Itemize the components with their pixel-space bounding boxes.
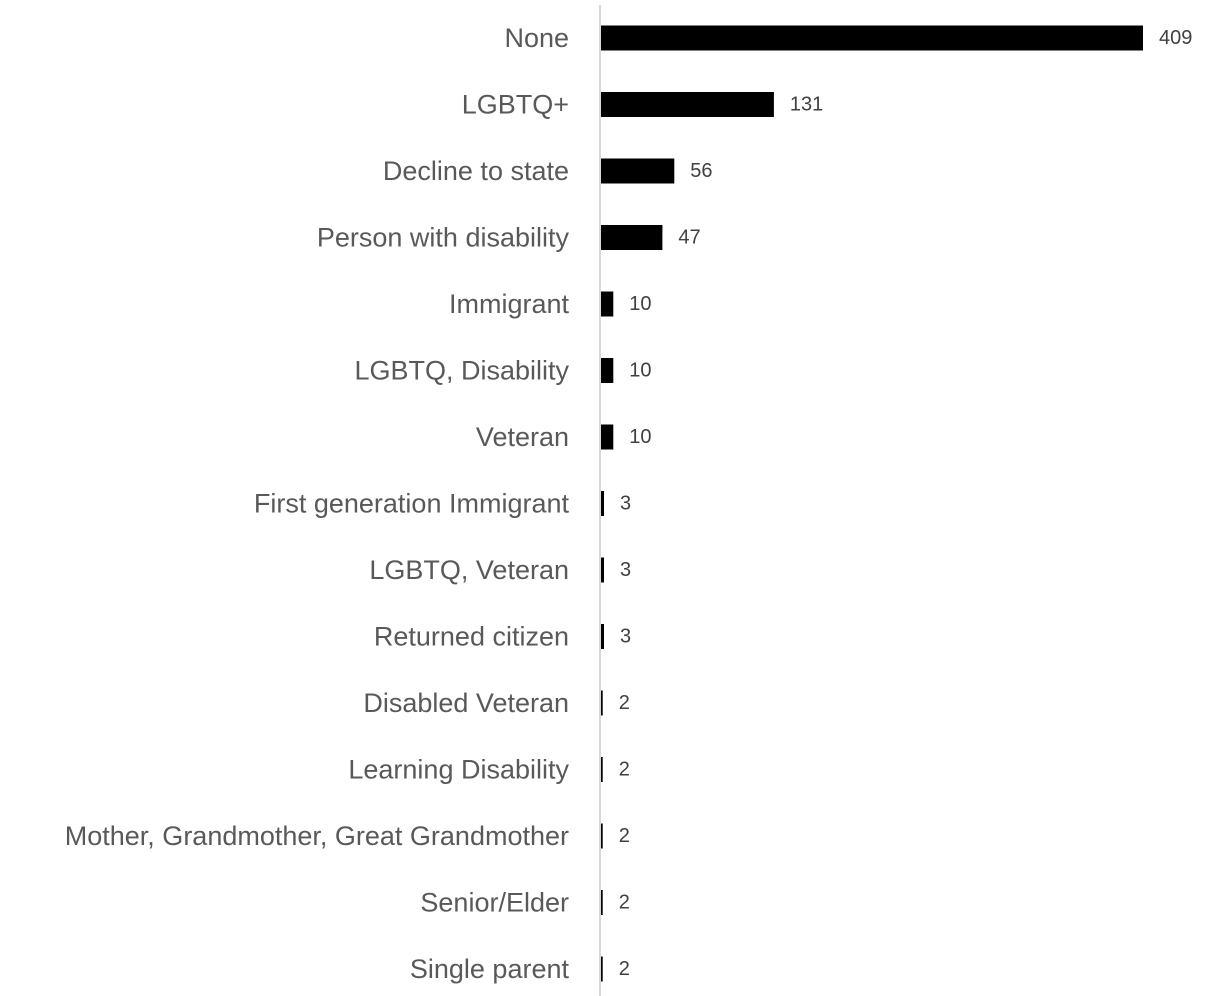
category-label: Single parent [410, 954, 570, 984]
category-label: LGBTQ, Veteran [369, 555, 569, 585]
data-label: 3 [620, 559, 631, 581]
bar [600, 491, 604, 516]
category-label: Decline to state [383, 156, 569, 186]
bar [600, 890, 603, 915]
bar [600, 358, 614, 383]
data-label: 3 [620, 493, 631, 515]
category-label: Disabled Veteran [363, 688, 569, 718]
data-label: 2 [619, 692, 630, 714]
category-label: Mother, Grandmother, Great Grandmother [65, 821, 569, 851]
data-label: 2 [619, 759, 630, 781]
category-label: Person with disability [317, 223, 570, 253]
category-label: Learning Disability [348, 755, 569, 785]
bar [600, 956, 603, 982]
bar [600, 92, 774, 117]
data-label: 2 [619, 958, 630, 980]
category-label: None [504, 23, 569, 53]
data-label: 56 [690, 160, 712, 182]
bar [600, 624, 604, 649]
bars-layer [600, 25, 1143, 982]
category-label: LGBTQ+ [462, 90, 569, 120]
category-label: LGBTQ, Disability [354, 356, 569, 386]
data-label: 409 [1159, 27, 1192, 49]
data-label: 47 [678, 227, 700, 249]
bar [600, 225, 663, 250]
bar [600, 424, 614, 450]
data-label: 2 [619, 892, 630, 914]
bar [600, 757, 603, 782]
data-label: 10 [629, 426, 651, 448]
data-label: 131 [790, 94, 823, 116]
bar [600, 291, 614, 317]
data-labels: 409 131 56 47 10 10 10 3 3 3 2 2 2 2 2 [619, 27, 1193, 980]
bar [600, 25, 1143, 51]
category-label: Veteran [476, 422, 569, 452]
category-label: First generation Immigrant [254, 489, 570, 519]
category-label: Immigrant [449, 289, 570, 319]
category-label: Senior/Elder [420, 888, 569, 918]
data-label: 10 [629, 360, 651, 382]
bar [600, 557, 604, 583]
data-label: 2 [619, 825, 630, 847]
category-label: Returned citizen [374, 622, 569, 652]
bar [600, 690, 603, 716]
category-labels: None LGBTQ+ Decline to state Person with di… [65, 23, 570, 984]
data-label: 10 [629, 293, 651, 315]
data-label: 3 [620, 626, 631, 648]
bar [600, 158, 675, 184]
bar [600, 823, 603, 849]
